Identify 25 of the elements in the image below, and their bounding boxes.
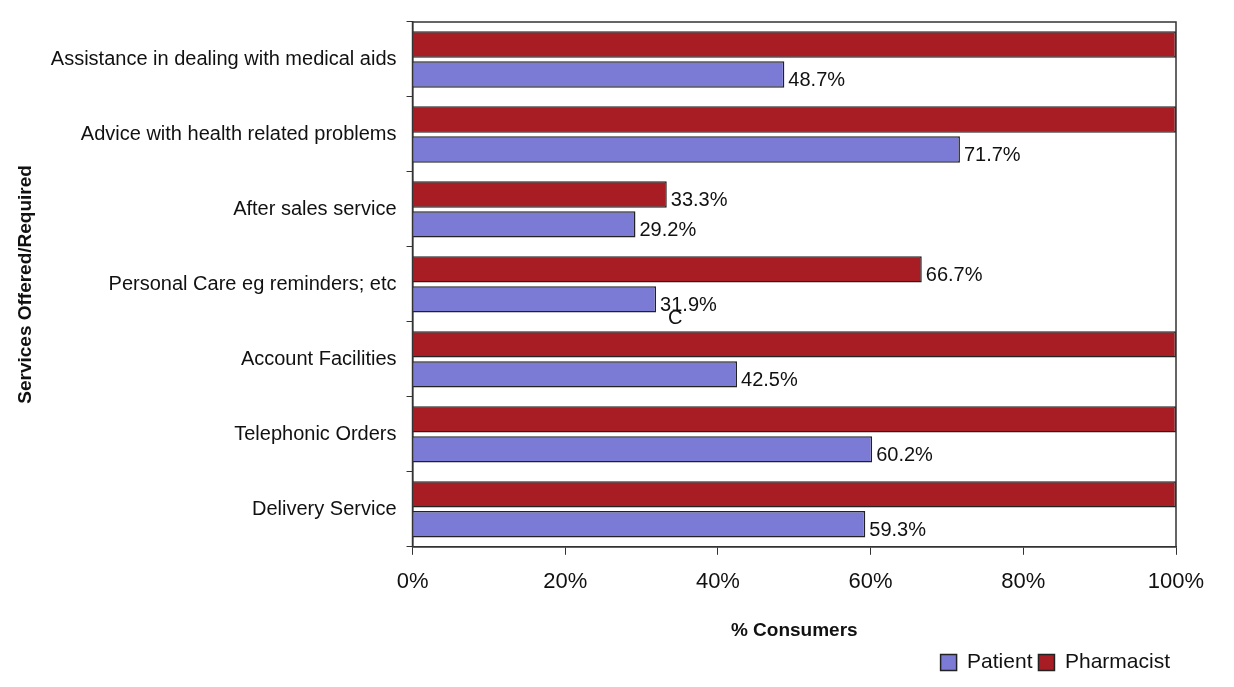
x-tick-label: 40% (695, 568, 740, 594)
x-axis-title: % Consumers (730, 618, 858, 640)
x-tick-label: 100% (1147, 568, 1205, 594)
y-tick-label: After sales service (233, 196, 397, 219)
data-label: 48.7% (788, 68, 846, 90)
x-tick-label: 80% (1001, 568, 1046, 594)
data-label: 42.5% (741, 367, 798, 390)
x-tick-label: 0% (396, 568, 429, 594)
data-label: 59.3% (869, 517, 927, 540)
y-tick-label: Advice with health related problems (80, 121, 397, 144)
y-tick-label: Assistance in dealing with medical aids (50, 47, 397, 69)
y-tick-label: Personal Care eg reminders; etc (108, 271, 397, 294)
legend-label: Patient (967, 649, 1033, 673)
y-axis-title: Services Offered/Required (13, 165, 35, 404)
legend-label: Pharmacist (1064, 649, 1171, 673)
y-tick-label: Account Facilities (240, 346, 397, 369)
data-label: 29.2% (639, 217, 697, 240)
y-tick-label: Telephonic Orders (234, 421, 397, 444)
x-tick-label: 20% (543, 568, 588, 594)
data-label: 66.7% (925, 262, 983, 285)
data-label: 33.3% (670, 187, 728, 210)
data-label: 60.2% (876, 442, 934, 465)
x-tick-label: 60% (848, 568, 893, 594)
data-label: 71.7% (963, 142, 1021, 165)
y-tick-label: Delivery Service (252, 496, 397, 519)
